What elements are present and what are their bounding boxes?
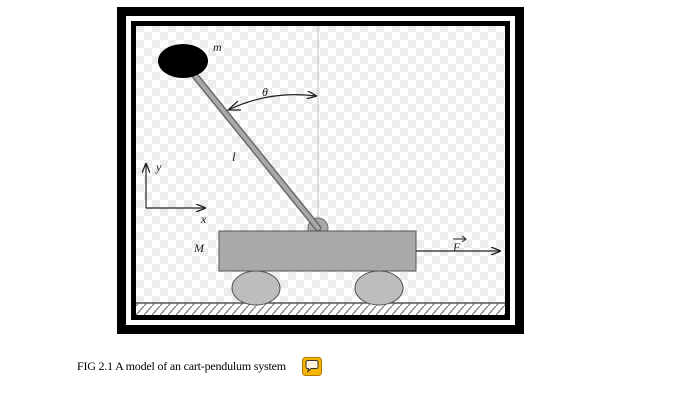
- left-wheel: [231, 270, 281, 306]
- ground-hatch: [136, 303, 505, 315]
- pendulum-bob: [158, 44, 208, 78]
- pendulum-rod-fill: [182, 60, 320, 230]
- force-vector-bar: [453, 235, 467, 243]
- cart-body: [218, 230, 417, 272]
- mass-label: m: [213, 40, 222, 54]
- length-label: l: [232, 149, 236, 164]
- cart-pendulum-figure: m θ l y x M F: [117, 7, 524, 334]
- angle-label: θ: [262, 85, 268, 99]
- x-axis-label: x: [200, 212, 207, 226]
- cart-mass-label: M: [193, 241, 205, 255]
- force-label: F: [452, 240, 461, 254]
- y-axis-label: y: [155, 160, 162, 174]
- angle-arc-start-arrow: [226, 100, 241, 111]
- right-wheel: [354, 270, 404, 306]
- angle-arc: [227, 95, 316, 111]
- figure-caption: FIG 2.1 A model of an cart-pendulum syst…: [77, 358, 286, 373]
- speech-bubble-icon[interactable]: [301, 356, 322, 376]
- caption-row: FIG 2.1 A model of an cart-pendulum syst…: [77, 355, 322, 377]
